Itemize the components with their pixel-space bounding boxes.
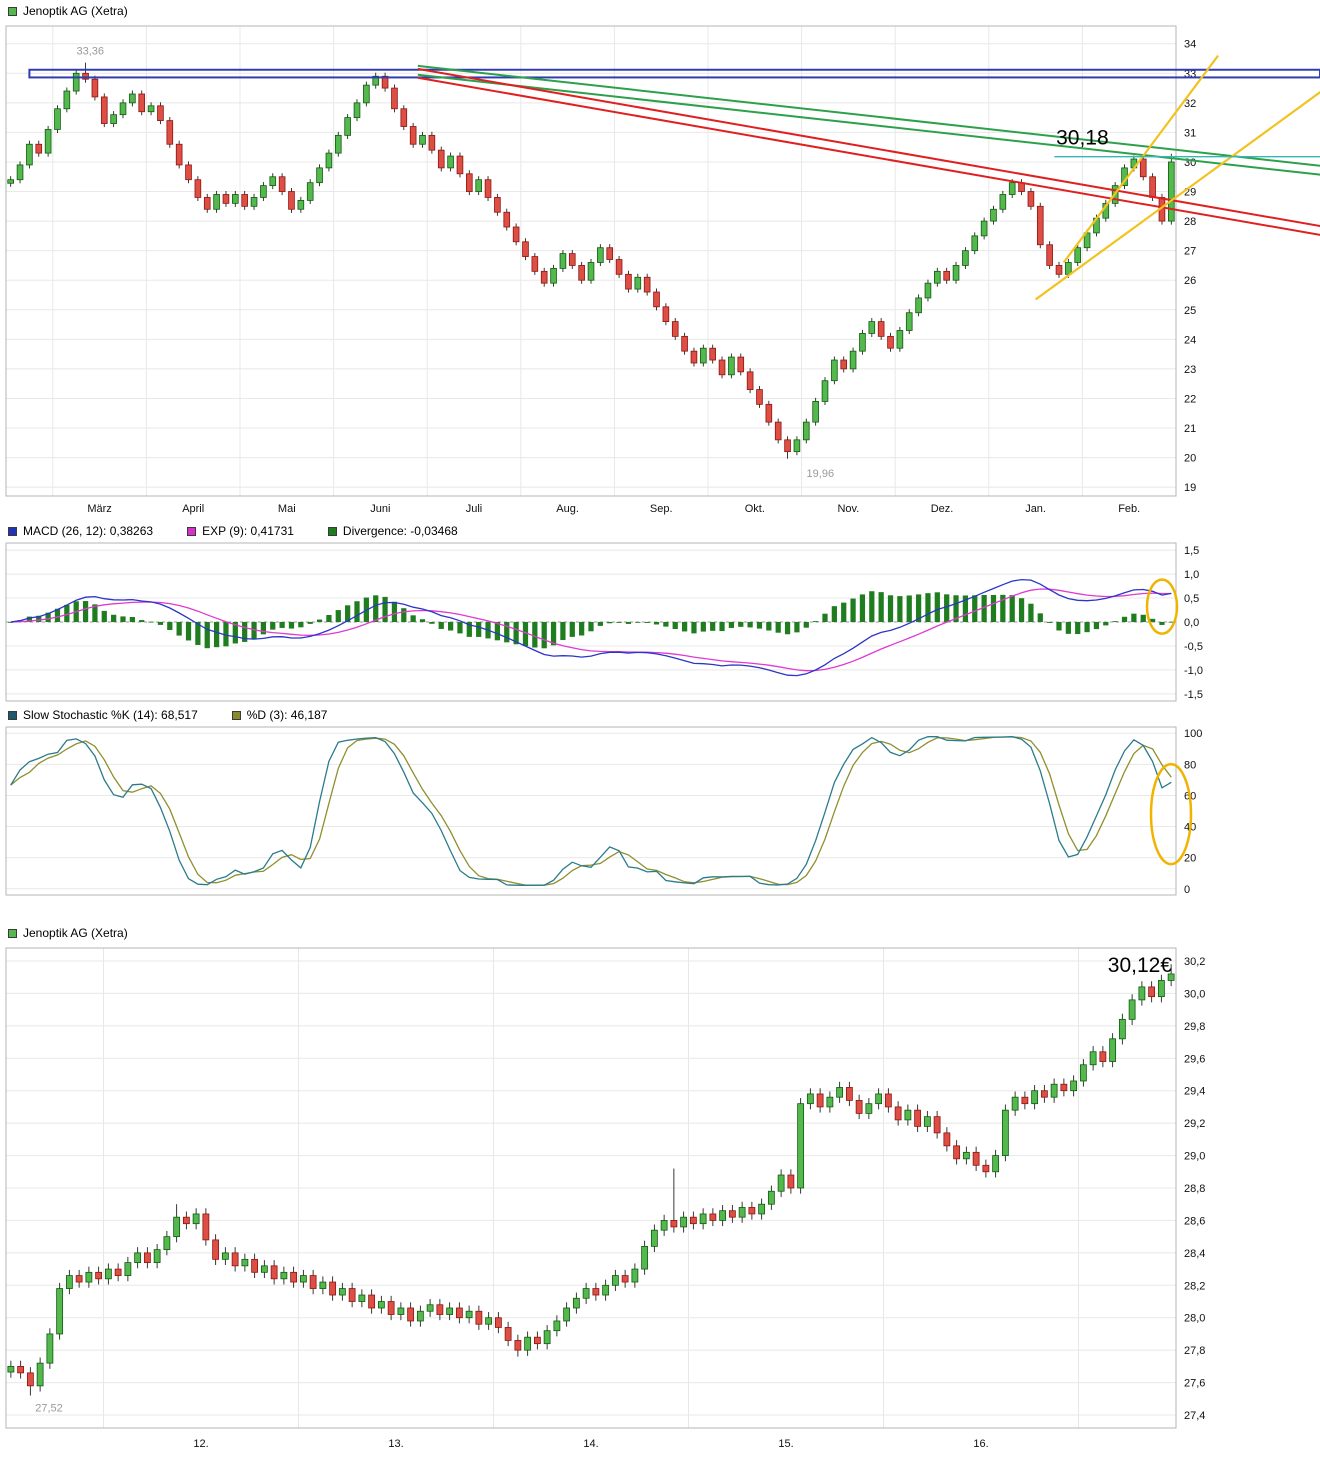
svg-text:13.: 13. (388, 1438, 403, 1450)
svg-text:19,96: 19,96 (807, 468, 835, 480)
svg-text:30,12€: 30,12€ (1108, 954, 1173, 977)
main-chart-title: Jenoptik AG (Xetra) (23, 4, 128, 18)
macd-swatch-icon (8, 526, 17, 536)
svg-text:Feb.: Feb. (1118, 503, 1140, 515)
svg-text:Nov.: Nov. (837, 503, 859, 515)
exp-label: EXP (9): 0,41731 (202, 524, 294, 538)
exp-legend-item: EXP (9): 0,41731 (187, 524, 294, 538)
svg-text:28: 28 (1184, 216, 1196, 228)
svg-text:25: 25 (1184, 305, 1196, 317)
svg-text:19: 19 (1184, 482, 1196, 494)
svg-text:-1,5: -1,5 (1184, 689, 1203, 701)
stochastic-d-label: %D (3): 46,187 (246, 708, 328, 722)
svg-text:32: 32 (1184, 98, 1196, 110)
svg-text:16.: 16. (973, 1438, 988, 1450)
svg-text:Dez.: Dez. (931, 503, 954, 515)
svg-text:30,2: 30,2 (1184, 956, 1205, 968)
svg-text:20: 20 (1184, 853, 1196, 865)
svg-text:34: 34 (1184, 39, 1196, 51)
svg-text:28,6: 28,6 (1184, 1215, 1205, 1227)
svg-text:28,2: 28,2 (1184, 1280, 1205, 1292)
svg-text:0,0: 0,0 (1184, 617, 1199, 629)
intraday-chart-canvas: 30,2 30,0 29,8 29,6 29,4 29,2 29,0 28,8 28,6 28,4… (5, 947, 1205, 1450)
svg-text:27,8: 27,8 (1184, 1345, 1205, 1357)
series-swatch-icon (8, 928, 17, 938)
svg-text:27,52: 27,52 (35, 1403, 63, 1415)
svg-text:12.: 12. (193, 1438, 208, 1450)
svg-text:26: 26 (1184, 275, 1196, 287)
svg-text:27,4: 27,4 (1184, 1410, 1205, 1422)
svg-text:-0,5: -0,5 (1184, 641, 1203, 653)
svg-text:28,4: 28,4 (1184, 1248, 1205, 1260)
svg-text:Sep.: Sep. (650, 503, 673, 515)
svg-text:100: 100 (1184, 728, 1202, 740)
exp-swatch-icon (187, 526, 197, 536)
svg-text:31: 31 (1184, 127, 1196, 139)
svg-text:Aug.: Aug. (556, 503, 579, 515)
svg-text:24: 24 (1184, 334, 1196, 346)
svg-text:0: 0 (1184, 884, 1190, 896)
stochastic-d-legend-item: %D (3): 46,187 (231, 708, 328, 722)
svg-text:80: 80 (1184, 759, 1196, 771)
svg-text:März: März (87, 503, 111, 515)
svg-text:15.: 15. (778, 1438, 793, 1450)
macd-legend-item: MACD (26, 12): 0,38263 (8, 524, 153, 538)
divergence-label: Divergence: -0,03468 (342, 524, 458, 538)
stochastic-legend: Slow Stochastic %K (14): 68,517 %D (3): … (0, 704, 1320, 724)
svg-text:28,0: 28,0 (1184, 1313, 1205, 1325)
svg-text:29,8: 29,8 (1184, 1021, 1205, 1033)
svg-text:29,2: 29,2 (1184, 1118, 1205, 1130)
stochastic-k-legend-item: Slow Stochastic %K (14): 68,517 (8, 708, 198, 722)
divergence-swatch-icon (327, 526, 337, 536)
svg-text:29,0: 29,0 (1184, 1151, 1205, 1163)
panel-spacer (0, 898, 1320, 922)
svg-text:30: 30 (1184, 157, 1196, 169)
svg-text:0,5: 0,5 (1184, 593, 1199, 605)
svg-text:29,4: 29,4 (1184, 1086, 1205, 1098)
svg-text:23: 23 (1184, 364, 1196, 376)
svg-text:-1,0: -1,0 (1184, 665, 1203, 677)
svg-text:Okt.: Okt. (745, 503, 765, 515)
svg-text:1,5: 1,5 (1184, 545, 1199, 557)
intraday-chart-legend: Jenoptik AG (Xetra) (0, 922, 1320, 942)
svg-text:1,0: 1,0 (1184, 569, 1199, 581)
macd-panel-canvas: 1,5 1,0 0,5 0,0 -0,5 -1,0 -1,5 (5, 542, 1203, 702)
svg-text:33,36: 33,36 (76, 46, 104, 58)
stochastic-k-swatch-icon (8, 710, 17, 720)
divergence-legend-item: Divergence: -0,03468 (327, 524, 458, 538)
svg-text:14.: 14. (583, 1438, 598, 1450)
svg-text:29: 29 (1184, 187, 1196, 199)
svg-text:29,6: 29,6 (1184, 1053, 1205, 1065)
svg-text:20: 20 (1184, 453, 1196, 465)
svg-text:Juni: Juni (370, 503, 390, 515)
main-chart-legend-item: Jenoptik AG (Xetra) (8, 4, 128, 18)
svg-text:Juli: Juli (466, 503, 483, 515)
stochastic-d-swatch-icon (231, 710, 241, 720)
svg-text:27,6: 27,6 (1184, 1378, 1205, 1390)
svg-text:21: 21 (1184, 423, 1196, 435)
svg-text:27: 27 (1184, 246, 1196, 258)
svg-text:April: April (182, 503, 204, 515)
intraday-legend-item: Jenoptik AG (Xetra) (8, 926, 128, 940)
macd-label: MACD (26, 12): 0,38263 (23, 524, 154, 538)
svg-text:22: 22 (1184, 393, 1196, 405)
series-swatch-icon (8, 6, 17, 16)
main-chart-legend: Jenoptik AG (Xetra) (0, 0, 1320, 20)
svg-text:30,0: 30,0 (1184, 988, 1205, 1000)
stochastic-k-label: Slow Stochastic %K (14): 68,517 (23, 708, 198, 722)
svg-text:28,8: 28,8 (1184, 1183, 1205, 1195)
intraday-chart-title: Jenoptik AG (Xetra) (23, 926, 128, 940)
svg-text:Mai: Mai (278, 503, 296, 515)
svg-text:30,18: 30,18 (1056, 127, 1109, 150)
macd-legend: MACD (26, 12): 0,38263 EXP (9): 0,41731 … (0, 520, 1320, 540)
svg-text:Jan.: Jan. (1025, 503, 1046, 515)
